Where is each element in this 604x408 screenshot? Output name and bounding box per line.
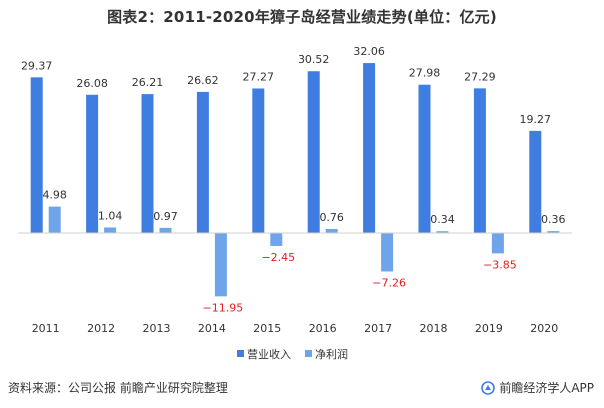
- bar-profit-2015: [270, 233, 283, 246]
- bar-profit-2013: [159, 227, 172, 233]
- bar-revenue-2019: [473, 88, 486, 233]
- label-revenue-2019: 27.29: [464, 70, 496, 83]
- bar-revenue-2013: [141, 94, 154, 233]
- bar-profit-2018: [436, 231, 449, 233]
- bar-revenue-2012: [86, 94, 99, 233]
- label-profit-2019: −3.85: [483, 258, 517, 271]
- value-labels-group: 29.37 4.98 26.08 1.04 26.21 0.97 26.62 −11.95 27…: [21, 45, 566, 314]
- source-note: 资料来源：公司公报 前瞻产业研究院整理: [8, 381, 228, 395]
- x-tick-2013: 2013: [143, 322, 171, 335]
- x-tick-2018: 2018: [420, 322, 448, 335]
- x-tick-2012: 2012: [87, 322, 115, 335]
- label-revenue-2016: 30.52: [298, 53, 330, 66]
- bar-profit-2014: [214, 233, 227, 297]
- bar-revenue-2020: [529, 130, 542, 233]
- label-profit-2013: 0.97: [153, 210, 178, 223]
- label-profit-2017: −7.26: [372, 276, 406, 289]
- x-tick-2014: 2014: [198, 322, 226, 335]
- x-tick-2015: 2015: [253, 322, 281, 335]
- label-profit-2018: 0.34: [430, 213, 455, 226]
- label-revenue-2014: 26.62: [187, 74, 219, 87]
- legend-swatch-profit: [305, 350, 312, 357]
- bar-profit-2020: [547, 231, 560, 233]
- bar-profit-2011: [48, 206, 61, 233]
- legend-swatch-revenue: [237, 350, 244, 357]
- brand-logo-icon: [481, 380, 496, 395]
- label-profit-2014: −11.95: [203, 301, 244, 314]
- label-revenue-2013: 26.21: [132, 76, 164, 89]
- legend-label-profit: 净利润: [315, 347, 348, 361]
- bar-profit-2016: [325, 228, 338, 233]
- chart-title: 图表2：2011-2020年獐子岛经营业绩走势(单位：亿元): [107, 8, 497, 26]
- label-profit-2016: 0.76: [319, 211, 344, 224]
- label-profit-2012: 1.04: [98, 209, 123, 222]
- label-revenue-2015: 27.27: [243, 70, 275, 83]
- x-tick-2019: 2019: [475, 322, 503, 335]
- bar-revenue-2018: [418, 84, 431, 234]
- x-tick-2020: 2020: [530, 322, 558, 335]
- legend-label-revenue: 营业收入: [247, 347, 291, 361]
- legend: 营业收入 净利润: [237, 347, 348, 361]
- x-tick-2011: 2011: [32, 322, 60, 335]
- bar-profit-2019: [491, 233, 504, 254]
- bar-revenue-2016: [307, 71, 320, 233]
- bar-revenue-2015: [252, 88, 265, 234]
- brand-mark: 前瞻经济学人APP: [481, 379, 594, 396]
- label-revenue-2017: 32.06: [353, 45, 385, 58]
- label-profit-2011: 4.98: [42, 189, 67, 202]
- x-tick-labels-group: 2011 2012 2013 2014 2015 2016 2017 2018 2019 2020: [32, 322, 559, 335]
- bar-profit-2012: [104, 227, 117, 233]
- bar-revenue-2011: [30, 77, 43, 234]
- label-profit-2020: 0.36: [541, 213, 566, 226]
- bars-group: [30, 63, 560, 297]
- label-revenue-2012: 26.08: [76, 77, 108, 90]
- bar-revenue-2014: [196, 91, 209, 233]
- label-profit-2015: −2.45: [261, 251, 295, 264]
- label-revenue-2011: 29.37: [21, 59, 53, 72]
- brand-name: 前瞻经济学人APP: [499, 381, 594, 395]
- label-revenue-2018: 27.98: [409, 67, 441, 80]
- x-tick-2016: 2016: [309, 322, 337, 335]
- label-revenue-2020: 19.27: [520, 113, 552, 126]
- bar-revenue-2017: [363, 63, 376, 233]
- bar-profit-2017: [381, 233, 394, 272]
- x-tick-2017: 2017: [364, 322, 392, 335]
